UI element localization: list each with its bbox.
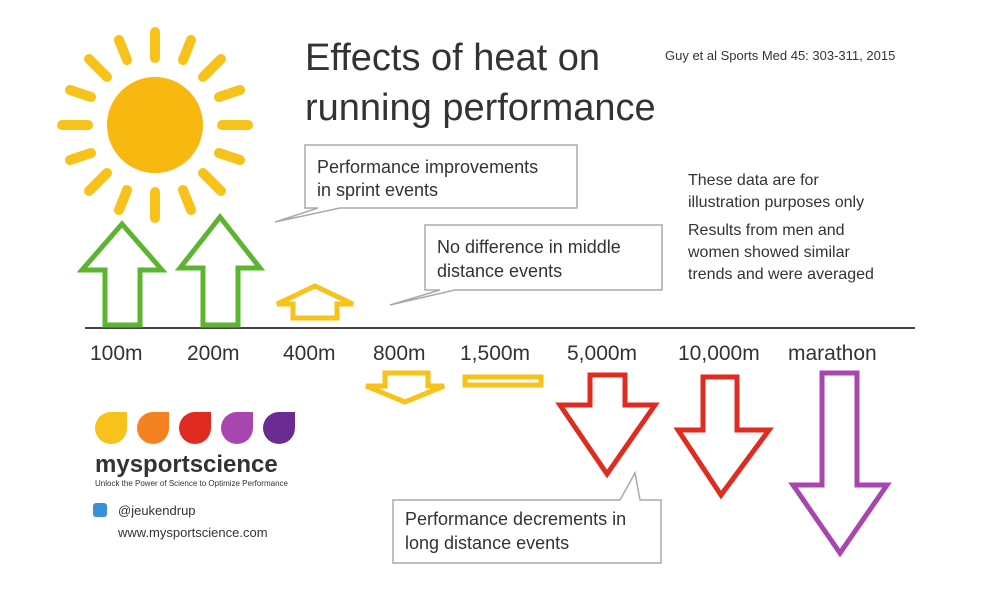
callout-box — [274, 144, 578, 223]
event-label: marathon — [788, 342, 877, 365]
callout-text: Performance improvements — [317, 157, 538, 177]
title: running performance — [305, 87, 656, 129]
citation: Guy et al Sports Med 45: 303-311, 2015 — [665, 48, 895, 63]
brand-name: mysportscience — [95, 451, 278, 478]
callout-box — [389, 224, 663, 306]
event-label: 200m — [187, 342, 240, 365]
arrow-up — [275, 283, 355, 321]
logo — [95, 412, 295, 444]
note: illustration purposes only — [688, 194, 864, 211]
event-label: 400m — [283, 342, 336, 365]
callout-text: in sprint events — [317, 180, 438, 200]
twitter-icon — [93, 503, 107, 517]
callout-text: distance events — [437, 261, 562, 281]
arrow-flat — [462, 374, 544, 388]
arrow-down — [673, 374, 774, 500]
callout-text: long distance events — [405, 533, 569, 553]
brand-tagline: Unlock the Power of Science to Optimize … — [95, 479, 289, 488]
note: women showed similar — [687, 244, 851, 261]
note: These data are for — [688, 172, 819, 189]
event-label: 5,000m — [567, 342, 637, 365]
callout-text: Performance decrements in — [405, 509, 626, 529]
sun — [57, 27, 253, 223]
event-label: 1,500m — [460, 342, 530, 365]
event-label: 10,000m — [678, 342, 760, 365]
note: trends and were averaged — [688, 266, 874, 283]
event-label: 800m — [373, 342, 426, 365]
website[interactable]: www.mysportscience.com — [117, 525, 268, 540]
event-label: 100m — [90, 342, 143, 365]
note: Results from men and — [688, 222, 845, 239]
arrow-up — [76, 220, 168, 328]
title: Effects of heat on — [305, 37, 600, 79]
event-labels: 100m 200m 400m 800m 1,500m 5,000m 10,000… — [90, 342, 877, 365]
arrow-up — [174, 212, 266, 328]
callout-box — [392, 470, 662, 564]
arrow-down — [555, 372, 660, 479]
arrows — [76, 212, 892, 558]
arrow-down — [365, 370, 445, 405]
callout-text: No difference in middle — [437, 237, 621, 257]
twitter-handle[interactable]: @jeukendrup — [118, 503, 196, 518]
arrow-down — [788, 370, 892, 558]
